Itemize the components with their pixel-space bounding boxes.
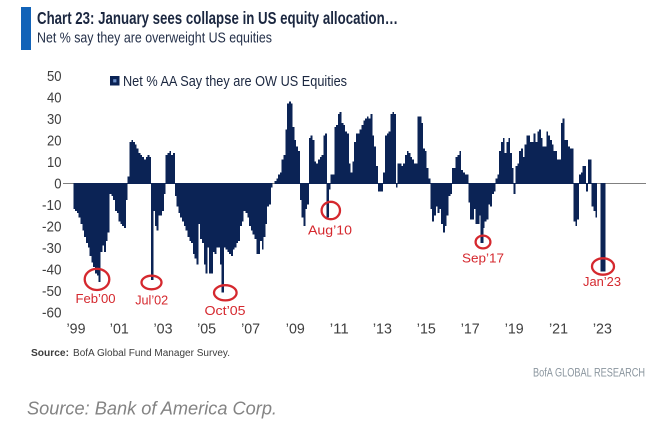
svg-text:’15: ’15 [417, 320, 436, 337]
svg-text:’21: ’21 [549, 320, 568, 337]
svg-text:30: 30 [47, 111, 62, 128]
svg-text:’05: ’05 [197, 320, 216, 337]
svg-text:Jan’23: Jan’23 [583, 274, 621, 289]
svg-text:’19: ’19 [505, 320, 524, 337]
svg-text:’99: ’99 [67, 320, 86, 337]
svg-text:Chart 23: January sees collaps: Chart 23: January sees collapse in US eq… [37, 8, 398, 28]
svg-text:Sep’17: Sep’17 [462, 251, 504, 266]
svg-text:’11: ’11 [330, 320, 349, 337]
svg-text:-50: -50 [42, 283, 62, 300]
svg-text:-20: -20 [42, 218, 62, 235]
svg-text:Source: Bank of America Corp.: Source: Bank of America Corp. [27, 399, 277, 419]
svg-text:’17: ’17 [461, 320, 480, 337]
svg-text:Oct’05: Oct’05 [205, 303, 246, 318]
svg-text:-10: -10 [42, 197, 62, 214]
svg-text:’23: ’23 [593, 320, 612, 337]
svg-text:Jul’02: Jul’02 [135, 292, 168, 307]
svg-text:Net % say they are overweight: Net % say they are overweight US equitie… [37, 31, 272, 47]
svg-text:’03: ’03 [154, 320, 173, 337]
svg-text:50: 50 [47, 68, 62, 85]
svg-text:40: 40 [47, 89, 62, 106]
svg-text:-40: -40 [42, 261, 62, 278]
svg-text:-30: -30 [42, 240, 62, 257]
svg-text:’01: ’01 [110, 320, 129, 337]
svg-text:’09: ’09 [286, 320, 305, 337]
svg-text:Feb’00: Feb’00 [76, 291, 116, 306]
svg-text:0: 0 [54, 175, 61, 192]
svg-text:BofA GLOBAL RESEARCH: BofA GLOBAL RESEARCH [533, 368, 645, 380]
svg-text:Net % AA Say they are OW US Eq: Net % AA Say they are OW US Equities [123, 73, 347, 90]
svg-text:BofA Global Fund Manager Surve: BofA Global Fund Manager Survey. [73, 348, 230, 359]
svg-text:Source:: Source: [31, 348, 69, 359]
svg-text:-60: -60 [42, 304, 62, 321]
svg-text:Aug’10: Aug’10 [308, 223, 352, 238]
svg-text:20: 20 [47, 132, 62, 149]
svg-text:’07: ’07 [241, 320, 260, 337]
svg-text:’13: ’13 [373, 320, 392, 337]
svg-text:10: 10 [47, 154, 62, 171]
